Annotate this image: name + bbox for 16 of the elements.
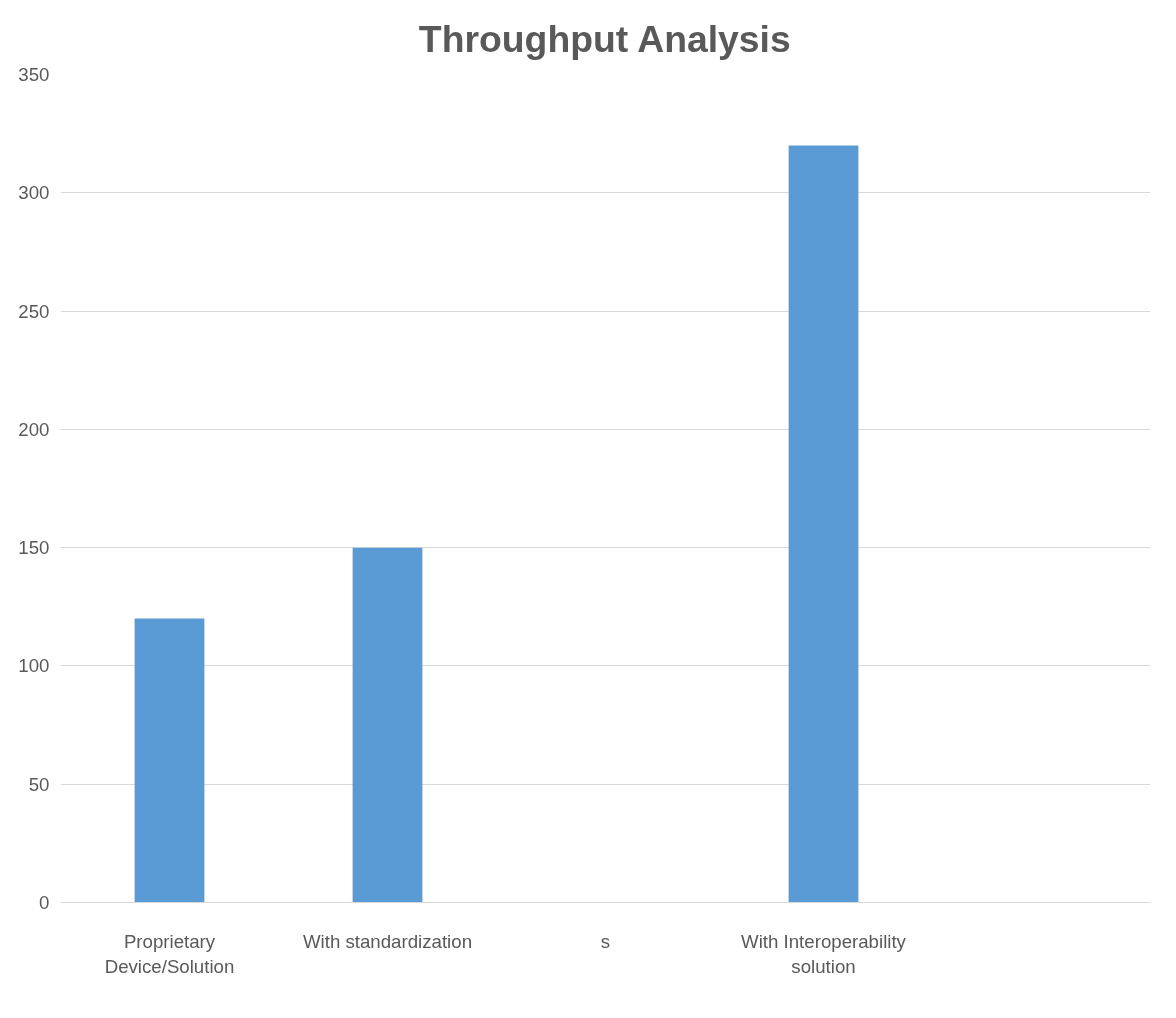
chart-title: Throughput Analysis — [418, 17, 791, 60]
bar — [134, 618, 205, 903]
y-tick-label: 300 — [18, 182, 50, 204]
y-tick-label: 100 — [18, 655, 50, 677]
x-tick-label: Proprietary Device/Solution — [104, 930, 235, 977]
y-tick-label: 250 — [18, 300, 50, 322]
y-tick-label: 50 — [28, 773, 50, 795]
y-tick-label: 150 — [18, 537, 50, 559]
x-tick-label: With standardization — [302, 930, 473, 952]
y-tick-label: 0 — [39, 892, 50, 913]
y-tick-label: 350 — [18, 64, 50, 85]
bar — [788, 145, 859, 903]
bar — [352, 547, 423, 903]
x-tick-label: s — [600, 930, 611, 952]
x-tick-label: With Interoperability solution — [741, 930, 907, 977]
y-tick-label: 200 — [18, 418, 50, 440]
